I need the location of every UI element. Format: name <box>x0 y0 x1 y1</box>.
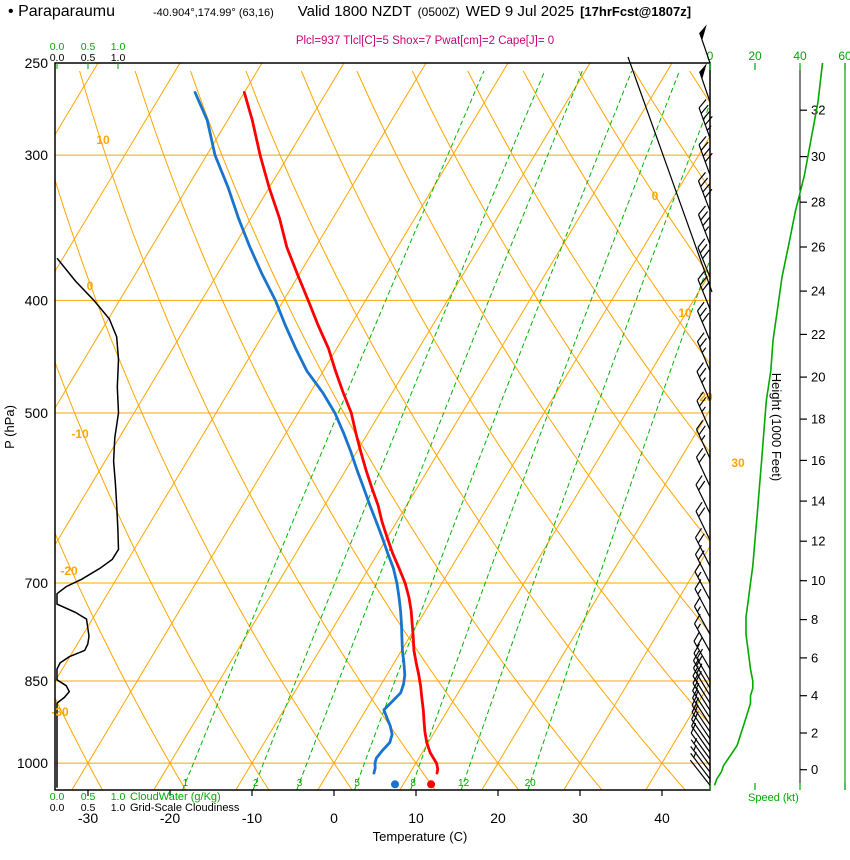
svg-text:0.0: 0.0 <box>50 52 65 64</box>
svg-text:26: 26 <box>811 240 825 255</box>
svg-text:0.0: 0.0 <box>50 802 65 814</box>
bullet-icon: • <box>8 3 14 20</box>
dewpoint-curve <box>193 91 407 775</box>
svg-text:10: 10 <box>678 306 692 320</box>
svg-text:32: 32 <box>811 103 825 118</box>
svg-text:16: 16 <box>811 453 825 468</box>
valid-time-utc: (0500Z) <box>417 5 460 19</box>
svg-text:2: 2 <box>811 726 818 741</box>
plot-area: 1 2 3 5 8 12 20 <box>55 63 710 790</box>
svg-text:0: 0 <box>87 279 94 293</box>
svg-text:0: 0 <box>707 49 714 63</box>
cloud-scale-bottom: 0.00.0 0.50.5 1.01.0 CloudWater (g/Kg)Grid-… <box>50 791 240 814</box>
svg-text:20: 20 <box>811 370 825 385</box>
svg-text:250: 250 <box>25 55 49 71</box>
station-coords: -40.904°,174.99° (63,16) <box>153 7 274 19</box>
svg-text:-30: -30 <box>78 810 98 826</box>
svg-text:20: 20 <box>490 810 506 826</box>
mixing-ratio-label: 1 <box>183 778 189 789</box>
svg-text:1.0: 1.0 <box>111 802 126 814</box>
temperature-axis-title: Temperature (C) <box>373 829 468 844</box>
mixing-ratio-label: 3 <box>297 778 303 789</box>
wind-speed-curve <box>713 62 824 786</box>
speed-axis-title: Speed (kt) <box>748 792 799 804</box>
svg-text:850: 850 <box>25 673 49 689</box>
height-axis-title: Height (1000 Feet) <box>769 373 784 481</box>
temperature-axis: -30 -20 -10 0 10 20 30 40 Temperature (C) <box>78 790 670 844</box>
wind-barbs <box>689 24 713 786</box>
valid-time: Valid 1800 NZDT <box>297 3 412 20</box>
svg-text:30: 30 <box>811 149 825 164</box>
cloudiness-profile <box>56 257 120 788</box>
svg-text:60: 60 <box>838 49 850 63</box>
title-bar: • Paraparaumu -40.904°,174.99° (63,16) V… <box>8 3 691 21</box>
surface-dewpoint-dot <box>391 780 399 789</box>
svg-text:10: 10 <box>96 133 110 147</box>
svg-text:700: 700 <box>25 575 49 591</box>
svg-text:6: 6 <box>811 650 818 665</box>
svg-text:300: 300 <box>25 147 49 163</box>
svg-text:1.0: 1.0 <box>111 791 126 803</box>
svg-text:-10: -10 <box>242 810 262 826</box>
station-name: Paraparaumu <box>18 3 116 20</box>
surface-temperature-dot <box>427 780 436 789</box>
svg-text:12: 12 <box>811 534 825 549</box>
plot-border <box>54 62 711 791</box>
mixing-ratio-label: 2 <box>253 778 259 789</box>
svg-text:1.0: 1.0 <box>111 41 126 53</box>
title-bullet-and-station: • Paraparaumu <box>8 3 115 21</box>
svg-text:-20: -20 <box>160 810 180 826</box>
svg-text:40: 40 <box>793 49 807 63</box>
mixing-ratio-label: 20 <box>525 778 537 789</box>
svg-text:10: 10 <box>811 573 825 588</box>
mixing-ratio-label: 5 <box>354 778 360 789</box>
svg-text:500: 500 <box>25 405 49 421</box>
svg-text:0.5: 0.5 <box>81 41 96 53</box>
cloud-scale-top: 0.00.0 0.50.5 1.01.0 <box>50 41 126 69</box>
svg-text:28: 28 <box>811 195 825 210</box>
sounding-parameters-line: Plcl=937 Tlcl[C]=5 Shox=7 Pwat[cm]=2 Cap… <box>295 35 555 47</box>
svg-text:30: 30 <box>572 810 588 826</box>
svg-text:-20: -20 <box>60 564 78 578</box>
mixing-ratio-label: 8 <box>410 778 416 789</box>
svg-text:20: 20 <box>748 49 762 63</box>
svg-text:1000: 1000 <box>17 755 48 771</box>
forecast-tag: [17hrFcst@1807z] <box>580 4 692 19</box>
svg-text:0.5: 0.5 <box>81 52 96 64</box>
svg-text:40: 40 <box>654 810 670 826</box>
upper-right-boundary <box>627 56 713 293</box>
svg-text:14: 14 <box>811 494 825 509</box>
svg-text:0.0: 0.0 <box>50 791 65 803</box>
svg-text:0.5: 0.5 <box>81 791 96 803</box>
svg-text:1.0: 1.0 <box>111 52 126 64</box>
svg-text:8: 8 <box>811 612 818 627</box>
svg-text:24: 24 <box>811 284 825 299</box>
svg-text:4: 4 <box>811 688 818 703</box>
svg-text:0: 0 <box>652 189 659 203</box>
svg-text:10: 10 <box>408 810 424 826</box>
pressure-axis: 250 300 400 500 700 850 1000 P (hPa) <box>2 55 48 771</box>
valid-date: WED 9 Jul 2025 <box>465 3 575 20</box>
temperature-curve <box>242 91 440 775</box>
svg-text:0.5: 0.5 <box>81 802 96 814</box>
gridscale-cloudiness-label: Grid-Scale Cloudiness <box>130 802 240 814</box>
mixing-ratio-label: 12 <box>458 778 470 789</box>
cloudwater-label: CloudWater (g/Kg) <box>130 791 221 803</box>
svg-text:-10: -10 <box>71 427 89 441</box>
svg-text:0.0: 0.0 <box>50 41 65 53</box>
svg-text:-30: -30 <box>51 705 69 719</box>
svg-text:0: 0 <box>330 810 338 826</box>
pressure-axis-title: P (hPa) <box>2 405 17 449</box>
svg-text:22: 22 <box>811 327 825 342</box>
svg-text:0: 0 <box>811 762 818 777</box>
svg-text:18: 18 <box>811 412 825 427</box>
svg-text:400: 400 <box>25 292 49 308</box>
svg-text:30: 30 <box>731 456 745 470</box>
